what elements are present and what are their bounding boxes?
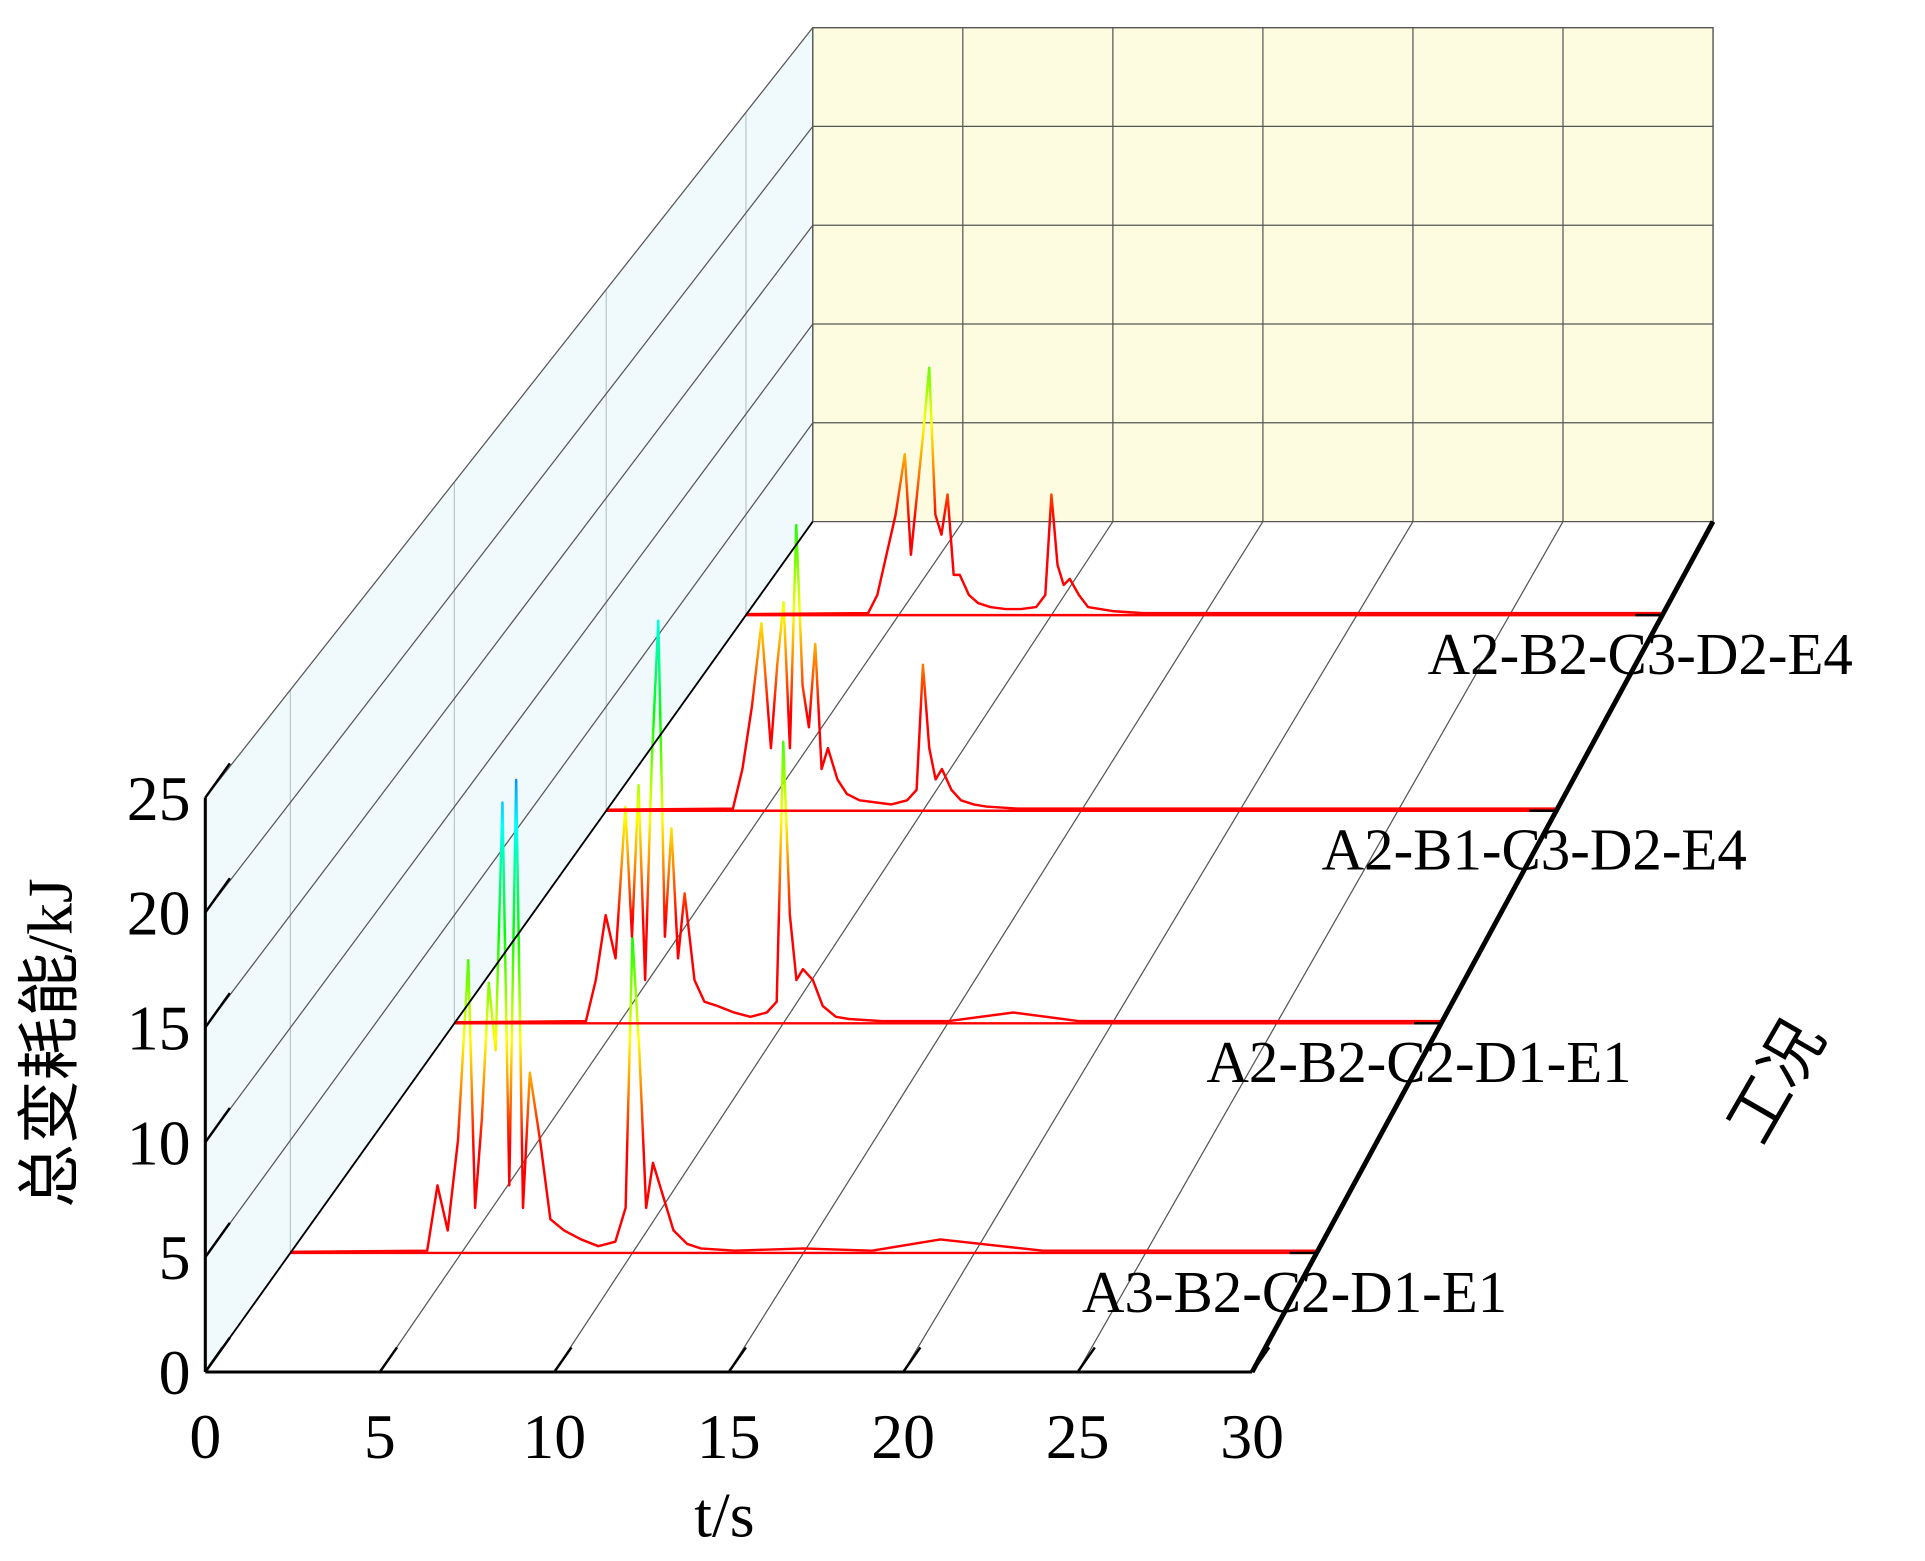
y-tick (204, 992, 231, 1029)
x-tick (553, 1346, 573, 1373)
x-axis-title: t/s (694, 1479, 754, 1550)
grid-line (553, 521, 1114, 1373)
y-tick-label: 0 (159, 1337, 191, 1408)
grid-line (204, 126, 814, 913)
series-line (290, 778, 1317, 1254)
depth-axis-title: 工况 (1713, 1008, 1838, 1154)
x-tick (727, 1346, 747, 1373)
series-line (606, 523, 1557, 811)
grid-line (728, 521, 1264, 1373)
series-line (454, 619, 1442, 1024)
x-tick (1076, 1346, 1096, 1373)
y-tick-label: 25 (127, 763, 191, 834)
y-tick-label: 5 (159, 1222, 191, 1293)
y-tick (204, 1222, 231, 1258)
y-axis-title: 总变耗能/kJ (15, 878, 86, 1208)
y-tick-label: 10 (127, 1107, 191, 1178)
x-tick-label: 30 (1220, 1401, 1284, 1472)
x-tick-label: 5 (364, 1401, 396, 1472)
series-label: A2-B2-C3-D2-E4 (1428, 622, 1853, 687)
series-label: A2-B1-C3-D2-E4 (1322, 818, 1747, 883)
axis-line (1249, 520, 1716, 1374)
x-tick-label: 10 (522, 1401, 586, 1472)
x-tick-label: 0 (189, 1401, 221, 1472)
grid-line (204, 323, 814, 1143)
grid-line (204, 422, 814, 1258)
axis-line (204, 521, 814, 1373)
grid-line (204, 224, 814, 1028)
y-tick (204, 1107, 231, 1143)
x-tick-label: 20 (871, 1401, 935, 1472)
grid-line (379, 521, 964, 1373)
grid-line (1077, 521, 1564, 1373)
grid-line (204, 27, 814, 799)
x-tick-label: 25 (1046, 1401, 1110, 1472)
x-tick (378, 1346, 398, 1373)
y-tick (204, 762, 231, 799)
y-tick-label: 15 (127, 993, 191, 1064)
series-label: A3-B2-C2-D1-E1 (1082, 1260, 1507, 1325)
x-tick-label: 15 (697, 1401, 761, 1472)
grid-line (902, 521, 1414, 1373)
x-tick (902, 1346, 922, 1373)
y-tick-label: 20 (127, 878, 191, 949)
series-line (745, 366, 1663, 616)
series-label: A2-B2-C2-D1-E1 (1206, 1030, 1631, 1095)
side-wall (205, 27, 813, 1373)
y-tick (204, 877, 231, 914)
